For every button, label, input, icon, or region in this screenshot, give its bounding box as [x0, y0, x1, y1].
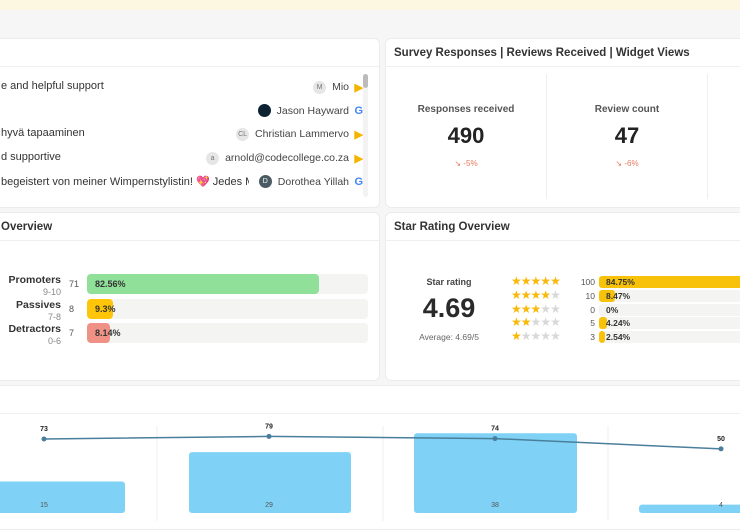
- bar: [0, 481, 125, 513]
- nps-card: Overview Promoters 9-10 71 82.56% Passive…: [0, 212, 380, 381]
- stars-icon: ★★★★★: [511, 301, 561, 316]
- stars-icon: ★★★★★: [511, 315, 561, 330]
- point-label: 74: [491, 426, 499, 433]
- review-row[interactable]: begeistert von meiner Wimpernstylistin! …: [1, 170, 371, 194]
- bar: [414, 433, 577, 513]
- review-author: CL Christian Lammervo: [236, 127, 349, 141]
- review-row[interactable]: Jason Hayward G: [1, 99, 371, 123]
- trend-line: [43, 435, 722, 450]
- line-point: [718, 446, 724, 452]
- line-point: [266, 433, 272, 439]
- stars-icon: ★★★★★: [511, 274, 561, 288]
- trend-chart-card: 15 29 38 4 73 79 74 50: [0, 385, 740, 530]
- star-row: ★★★★★ 0 0%: [511, 301, 740, 316]
- point-label: 73: [40, 426, 48, 433]
- kpi-reviews: Review count 47 ↘ -6%: [547, 67, 707, 207]
- trend-chart: 15 29 38 4 73 79 74 50: [0, 423, 740, 521]
- survey-card: Survey Responses | Reviews Received | Wi…: [385, 38, 740, 208]
- review-author: M Mio: [313, 80, 349, 94]
- avatar: M: [313, 80, 327, 94]
- review-text: hyvä tapaaminen: [1, 127, 85, 140]
- trend-down-icon: ↘ -5%: [454, 159, 478, 168]
- stars-icon: ★★★★★: [511, 287, 561, 302]
- review-author: Jason Hayward: [257, 104, 349, 118]
- google-icon: G: [354, 104, 363, 117]
- star-rating-card: Star Rating Overview Star rating 4.69 Av…: [385, 212, 740, 381]
- star-row: ★★★★★ 3 2.54%: [511, 329, 740, 344]
- avatar: [257, 104, 271, 118]
- reviews-card: e and helpful support M Mio ▶ Jason Haywa…: [0, 38, 380, 208]
- bar: [639, 504, 740, 513]
- nps-title: Overview: [0, 213, 379, 241]
- star-row: ★★★★★ 10 8.47%: [511, 287, 740, 302]
- review-row[interactable]: d supportive a arnold@codecollege.co.za ▶: [1, 146, 371, 170]
- review-text: begeistert von meiner Wimpernstylistin! …: [1, 175, 249, 188]
- star-title: Star Rating Overview: [386, 213, 740, 241]
- bar-label: 38: [491, 502, 499, 509]
- star-row: ★★★★★ 5 4.24%: [511, 315, 740, 330]
- kpi-responses: Responses received 490 ↘ -5%: [386, 67, 546, 207]
- avatar: a: [206, 151, 220, 165]
- scrollbar[interactable]: [363, 74, 368, 197]
- average-rating: 4.69: [422, 293, 476, 323]
- review-row[interactable]: e and helpful support M Mio ▶: [1, 75, 371, 99]
- trend-down-icon: ↘ -6%: [615, 159, 639, 168]
- review-author: a arnold@codecollege.co.za: [206, 151, 349, 165]
- survey-title: Survey Responses | Reviews Received | Wi…: [386, 39, 740, 67]
- point-label: 79: [265, 423, 273, 430]
- stars-icon: ★★★★★: [511, 329, 561, 344]
- review-text: e and helpful support: [1, 80, 104, 92]
- capterra-icon: ▶: [354, 128, 363, 141]
- line-point: [492, 436, 498, 442]
- capterra-icon: ▶: [354, 152, 363, 165]
- point-label: 50: [717, 436, 725, 443]
- review-author: D Dorothea Yillah: [258, 175, 349, 189]
- nps-row-promoters: Promoters 9-10 71 82.56%: [1, 274, 371, 297]
- bar-label: 4: [719, 502, 723, 509]
- review-text: d supportive: [1, 151, 61, 164]
- google-icon: G: [354, 175, 363, 188]
- star-row: ★★★★★ 100 84.75%: [511, 274, 740, 288]
- bar-label: 29: [265, 502, 273, 509]
- capterra-icon: ▶: [354, 81, 363, 94]
- avatar: CL: [236, 127, 250, 141]
- nps-row-detractors: Detractors 0-6 7 8.14%: [1, 323, 371, 346]
- line-point: [41, 436, 47, 442]
- notice-banner: [0, 0, 740, 10]
- nps-row-passives: Passives 7-8 8 9.3%: [1, 298, 371, 322]
- bar: [189, 452, 351, 513]
- bar-label: 15: [40, 502, 48, 509]
- review-row[interactable]: hyvä tapaaminen CL Christian Lammervo ▶: [1, 122, 371, 146]
- avatar: D: [258, 175, 272, 189]
